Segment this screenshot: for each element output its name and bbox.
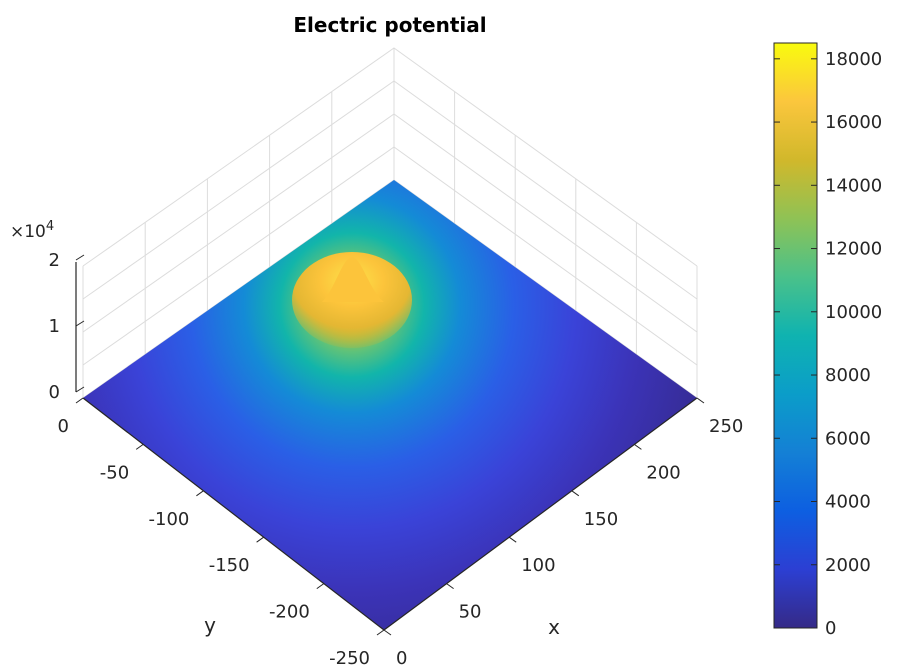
y-tick-mark <box>75 397 84 404</box>
surface-peak-top <box>322 257 384 302</box>
x-tick-mark <box>696 397 705 404</box>
colorbar-gradient <box>773 42 818 629</box>
z-tick-mark <box>75 320 85 327</box>
x-tick-mark <box>446 583 454 590</box>
y-tick-mark <box>316 583 325 590</box>
x-tick-label: 150 <box>584 509 618 530</box>
y-axis-label: y <box>204 613 216 637</box>
colorbar-tick-label: 6000 <box>825 428 871 449</box>
x-tick-mark <box>508 536 517 543</box>
chart-title: Electric potential <box>293 13 486 37</box>
grid-zline <box>82 113 698 333</box>
potential-surface <box>83 180 697 630</box>
y-tick-mark <box>376 629 385 636</box>
z-axis-exponent: ×104 <box>10 219 54 242</box>
y-tick-label: 0 <box>58 416 69 437</box>
x-tick-mark <box>634 443 642 450</box>
axes <box>75 262 698 631</box>
colorbar-tick-label: 0 <box>825 618 836 639</box>
x-axis-label: x <box>548 615 560 639</box>
colorbar-tick-label: 10000 <box>825 302 882 323</box>
colorbar-tick-label: 18000 <box>825 49 882 70</box>
x-tick-label: 50 <box>459 602 482 623</box>
colorbar-ticks: 0 2000 4000 6000 8000 10000 12000 14000 16000 180… <box>774 49 882 639</box>
y-tick-label: -200 <box>269 602 310 623</box>
z-tick-mark <box>75 254 85 261</box>
grid-zline <box>82 47 698 267</box>
y-tick-label: -50 <box>100 462 129 483</box>
x-tick-label: 200 <box>646 462 680 483</box>
y-tick-label: -100 <box>149 509 190 530</box>
colorbar-tick-label: 4000 <box>825 492 871 513</box>
x-tick-mark <box>571 490 580 497</box>
z-tick-label: 1 <box>49 316 60 337</box>
z-tick-mark <box>75 386 85 393</box>
axis-ticks: 0 50 100 150 200 250 0 -50 -100 -150 -200 -250 0 1 2 <box>49 250 744 669</box>
y-tick-mark <box>256 536 264 543</box>
x-tick-label: 100 <box>521 555 555 576</box>
x-tick-label: 250 <box>709 416 743 437</box>
grid-zline <box>82 146 698 366</box>
colorbar-tick-label: 2000 <box>825 555 871 576</box>
y-tick-label: -150 <box>209 555 250 576</box>
z-tick-label: 2 <box>49 250 60 271</box>
colorbar: 0 2000 4000 6000 8000 10000 12000 14000 16000 180… <box>773 42 882 639</box>
z-tick-label: 0 <box>49 382 60 403</box>
x-tick-mark <box>383 629 392 636</box>
grid-zline <box>82 80 698 300</box>
y-tick-label: -250 <box>329 648 370 669</box>
colorbar-tick-label: 14000 <box>825 175 882 196</box>
colorbar-tick-label: 16000 <box>825 112 882 133</box>
x-axis-line <box>383 397 698 631</box>
colorbar-tick-label: 12000 <box>825 239 882 260</box>
surface-base <box>83 180 697 630</box>
y-axis-line <box>82 397 385 631</box>
x-tick-label: 0 <box>396 648 407 669</box>
colorbar-tick-label: 8000 <box>825 365 871 386</box>
y-tick-mark <box>196 490 204 497</box>
y-tick-mark <box>135 443 144 450</box>
